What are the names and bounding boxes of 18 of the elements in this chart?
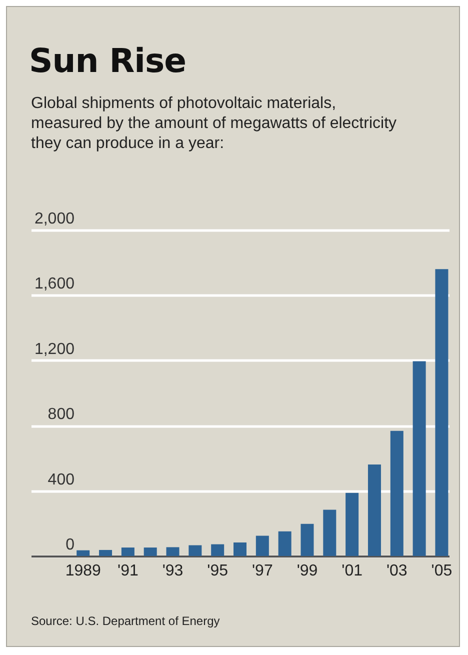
y-tick-label: 800 (48, 406, 75, 424)
chart-title: Sun Rise (29, 41, 186, 80)
x-tick-label: '91 (118, 562, 138, 580)
x-tick-label: '05 (431, 562, 452, 580)
x-tick-label: 1989 (65, 562, 102, 580)
chart-subtitle: Global shipments of photovoltaic materials, measured by the amount of megawatts of electricity they can produce in a year: (31, 94, 398, 154)
y-tick-label: 400 (48, 471, 75, 488)
y-tick-label: 1,200 (34, 340, 75, 358)
x-tick-label: '93 (162, 562, 184, 580)
x-tick-label: '97 (252, 562, 273, 580)
y-tick-label: 1,600 (34, 276, 75, 293)
x-tick-label: '01 (342, 562, 363, 580)
y-tick-label: 0 (66, 536, 75, 554)
x-tick-label: '95 (207, 562, 228, 580)
y-tick-label: 2,000 (34, 210, 75, 228)
x-tick-label: '03 (386, 562, 408, 580)
source-note: Source: U.S. Department of Energy (31, 614, 220, 628)
x-tick-label: '99 (296, 562, 318, 580)
